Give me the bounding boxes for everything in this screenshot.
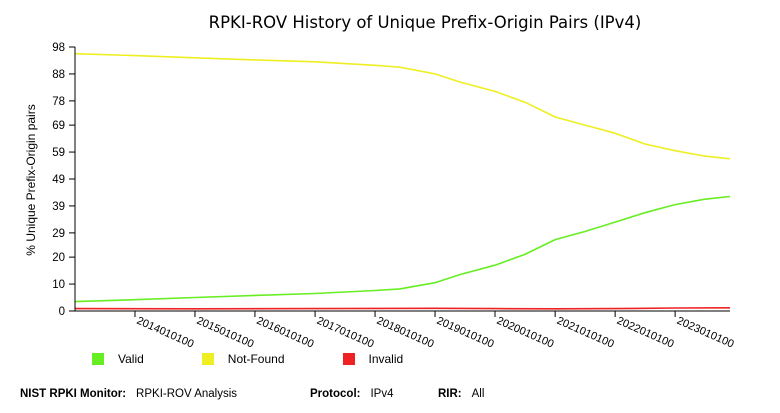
x-tick-label: 2020010100 bbox=[495, 315, 556, 351]
series-line-invalid bbox=[74, 306, 731, 310]
footer-protocol-value: IPv4 bbox=[370, 388, 394, 400]
x-tick-label: 2023010100 bbox=[675, 315, 736, 351]
footer-protocol-label: Protocol: bbox=[310, 388, 361, 400]
chart-title: RPKI-ROV History of Unique Prefix-Origin… bbox=[209, 13, 642, 32]
y-tick-label: 49 bbox=[52, 174, 65, 186]
legend-swatch-invalid bbox=[342, 353, 355, 365]
x-tick-label: 2019010100 bbox=[435, 315, 496, 351]
x-tick-label: 2015010100 bbox=[195, 315, 256, 351]
legend-item-valid: Valid bbox=[92, 352, 144, 366]
legend-item-invalid: Invalid bbox=[342, 352, 404, 366]
y-tick-label: 29 bbox=[52, 228, 65, 240]
x-tick-label: 2016010100 bbox=[255, 315, 316, 351]
y-tick-label: 20 bbox=[52, 252, 65, 264]
y-tick-label: 69 bbox=[52, 120, 65, 132]
x-tick-label: 2017010100 bbox=[315, 315, 376, 351]
y-tick-label: 10 bbox=[52, 279, 65, 291]
y-tick-label: 98 bbox=[52, 42, 65, 54]
footer-monitor: NIST RPKI Monitor: RPKI-ROV Analysis bbox=[20, 388, 310, 400]
footer-monitor-label: NIST RPKI Monitor: bbox=[20, 388, 127, 400]
footer-rir: RIR: All bbox=[438, 388, 484, 400]
x-tick-label: 2022010100 bbox=[615, 315, 676, 351]
legend-label-valid: Valid bbox=[118, 352, 144, 366]
series-line-valid bbox=[74, 195, 731, 303]
y-tick-label: 88 bbox=[52, 69, 65, 81]
legend-label-invalid: Invalid bbox=[368, 352, 404, 366]
y-tick-label: 0 bbox=[59, 306, 65, 318]
x-tick-label: 2021010100 bbox=[555, 315, 616, 351]
y-tick-label: 78 bbox=[52, 96, 65, 108]
footer-rir-label: RIR: bbox=[438, 388, 462, 400]
footer-protocol: Protocol: IPv4 bbox=[310, 388, 438, 400]
y-tick-label: 59 bbox=[52, 147, 65, 159]
footer-rir-value: All bbox=[471, 388, 485, 400]
y-tick-label: 39 bbox=[52, 201, 65, 213]
footer-monitor-value: RPKI-ROV Analysis bbox=[136, 388, 238, 400]
legend-swatch-valid bbox=[92, 353, 104, 365]
footer: NIST RPKI Monitor: RPKI-ROV Analysis Pro… bbox=[20, 388, 484, 400]
x-tick-label: 2014010100 bbox=[135, 315, 196, 351]
x-tick-label: 2018010100 bbox=[375, 315, 436, 351]
legend-label-not-found: Not-Found bbox=[227, 352, 285, 366]
legend: Valid Not-Found Invalid bbox=[92, 352, 461, 366]
y-axis-label: % Unique Prefix-Origin pairs bbox=[24, 104, 38, 255]
legend-swatch-not-found bbox=[201, 353, 214, 365]
legend-item-not-found: Not-Found bbox=[201, 352, 285, 366]
series-line-not-found bbox=[74, 52, 731, 160]
